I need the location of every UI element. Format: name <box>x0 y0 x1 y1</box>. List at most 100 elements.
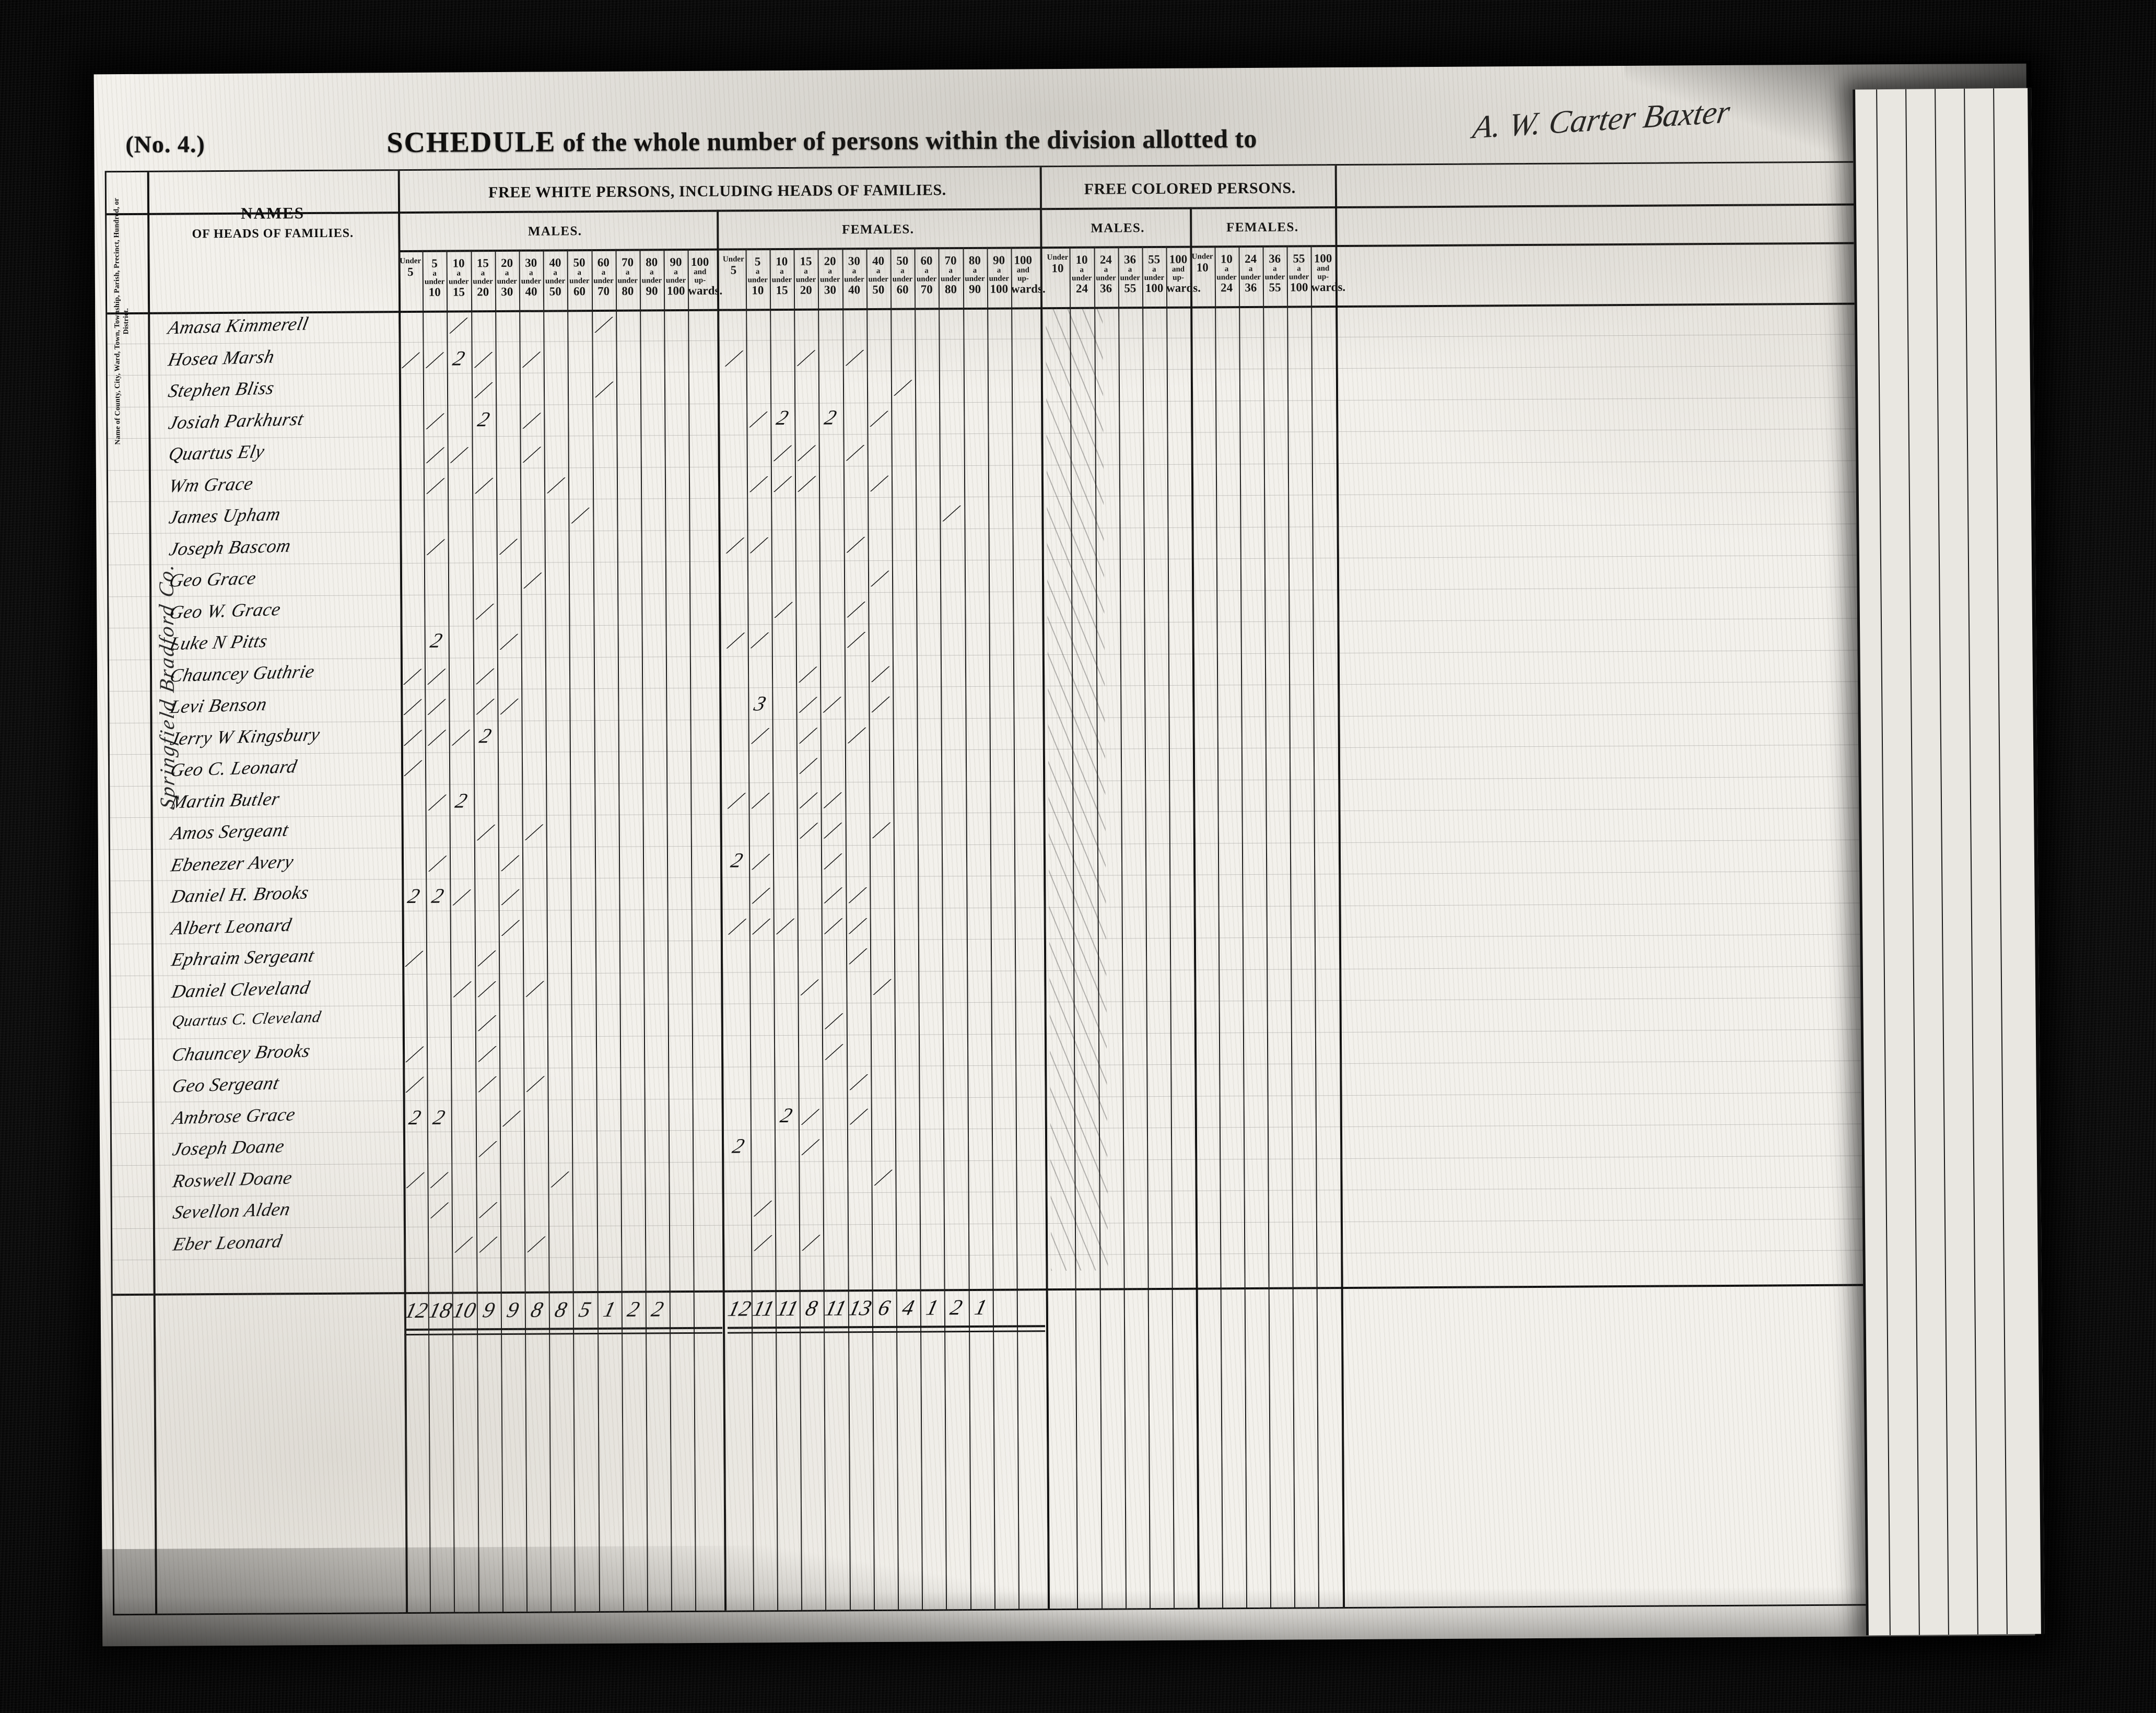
page-title-rest: of the whole number of persons within th… <box>563 123 1258 157</box>
head-of-family-name: Daniel H. Brooks <box>169 882 311 907</box>
age-bracket-to: 30 <box>824 283 837 297</box>
age-bracket-word: a under <box>1120 265 1140 282</box>
age-bracket-word: a under <box>916 266 937 284</box>
age-bracket-word: a under <box>521 268 542 286</box>
age-bracket-from: 5 <box>754 255 761 268</box>
head-of-family-name: Joseph Doane <box>171 1135 287 1160</box>
head-of-family-name: Geo Grace <box>167 567 259 591</box>
tally-white-male: ⁄ <box>480 1135 495 1163</box>
age-bracket-from: 55 <box>1293 252 1305 265</box>
age-bracket-header: 70 a under 80 <box>615 256 640 298</box>
age-bracket-from: 70 <box>944 254 957 267</box>
age-bracket-to: wards. <box>1166 281 1201 295</box>
age-bracket-word: a under <box>1264 264 1285 281</box>
age-bracket-to: 90 <box>646 284 658 298</box>
age-bracket-from: 40 <box>549 256 561 269</box>
age-bracket-word: a under <box>569 268 590 285</box>
tally-white-female: ⁄ <box>873 660 888 687</box>
age-bracket-word: a under <box>1216 265 1237 281</box>
age-bracket-to: 90 <box>969 282 981 296</box>
age-bracket-header: 10 a under 15 <box>770 255 794 297</box>
tally-white-male: ⁄ <box>406 754 421 782</box>
age-bracket-header: Under 5 <box>721 255 745 276</box>
tally-white-male: ⁄ <box>524 441 540 468</box>
head-of-family-name: Ephraim Sergeant <box>170 945 317 970</box>
age-bracket-from: 36 <box>1123 253 1136 266</box>
head-of-family-name: Albert Leonard <box>169 913 294 938</box>
tally-white-male: ⁄ <box>524 346 539 373</box>
head-of-family-name: Joseph Bascom <box>167 534 293 559</box>
tally-white-male: ⁄ <box>407 1040 423 1067</box>
age-bracket-word: a under <box>665 268 686 285</box>
tally-white-male: ⁄ <box>504 1105 519 1132</box>
tally-white-female: 2 <box>822 405 840 429</box>
tally-white-female: ⁄ <box>850 943 865 970</box>
age-bracket-to: wards. <box>1311 280 1346 294</box>
head-of-family-name: Ambrose Grace <box>170 1103 298 1128</box>
age-bracket-header: 40 a under 50 <box>543 256 568 298</box>
age-bracket-from: 15 <box>800 254 812 268</box>
age-bracket-from: 80 <box>646 255 658 269</box>
head-of-family-name: Levi Benson <box>168 693 269 718</box>
age-bracket-from: 24 <box>1099 253 1112 266</box>
head-of-family-name: Daniel Cleveland <box>170 976 312 1002</box>
tally-white-male: ⁄ <box>596 311 611 338</box>
age-bracket-header: 15 a under 20 <box>471 256 495 298</box>
tally-white-female: ⁄ <box>803 1133 818 1160</box>
age-bracket-word: and up- <box>1016 266 1029 283</box>
tally-white-female: ⁄ <box>874 816 889 844</box>
age-bracket-to: 24 <box>1221 281 1233 295</box>
age-bracket-to: 100 <box>666 284 685 298</box>
age-bracket-header: 15 a under 20 <box>794 255 818 297</box>
age-bracket-word: a under <box>868 266 888 284</box>
tally-white-female: ⁄ <box>727 344 742 372</box>
age-bracket-word: a under <box>449 269 469 286</box>
age-bracket-to: 5 <box>730 263 737 277</box>
head-of-family-name: Geo Sergeant <box>170 1072 282 1097</box>
age-bracket-word: and up- <box>694 267 707 285</box>
tally-white-female: ⁄ <box>826 847 841 875</box>
tally-white-male: ⁄ <box>476 377 491 404</box>
age-bracket-from: 5 <box>431 256 438 270</box>
subgroup-header-colored-females: FEMALES. <box>1226 220 1299 235</box>
tally-white-female: ⁄ <box>872 405 887 432</box>
age-bracket-header: 10 a under 24 <box>1070 253 1094 295</box>
age-bracket-header: Under 10 <box>1046 253 1070 275</box>
age-bracket-header: 50 a under 60 <box>567 256 592 298</box>
age-bracket-from: 90 <box>992 253 1005 267</box>
age-bracket-to: 10 <box>752 284 764 297</box>
tally-white-male: ⁄ <box>480 1071 495 1098</box>
age-bracket-to: 10 <box>428 285 441 299</box>
tally-white-female: ⁄ <box>849 626 864 653</box>
tally-white-female: ⁄ <box>944 500 959 527</box>
age-bracket-word: Under <box>1047 253 1069 262</box>
age-bracket-to: 55 <box>1269 280 1281 294</box>
tally-white-male: ⁄ <box>407 1071 423 1098</box>
head-of-family-name: Roswell Doane <box>171 1166 295 1191</box>
age-bracket-from: 15 <box>476 256 489 270</box>
tally-white-female: ⁄ <box>895 374 911 401</box>
tally-white-female: ⁄ <box>827 1038 842 1065</box>
age-bracket-word: a under <box>1288 264 1309 281</box>
age-bracket-word: and up- <box>1171 265 1185 282</box>
tally-white-female: ⁄ <box>873 690 888 718</box>
age-bracket-header: 80 a under 90 <box>963 254 987 296</box>
age-bracket-word: Under <box>400 256 421 266</box>
age-bracket-word: a under <box>771 267 792 284</box>
tally-white-female: ⁄ <box>875 973 890 1000</box>
header-rule-sexes <box>398 241 1948 253</box>
tally-white-female: 2 <box>730 1134 747 1158</box>
age-bracket-from: 36 <box>1269 252 1281 265</box>
tally-white-female: ⁄ <box>872 565 887 592</box>
age-bracket-to: 60 <box>896 283 909 296</box>
age-bracket-header: 24 a under 36 <box>1094 253 1118 295</box>
tally-white-male: ⁄ <box>477 597 492 625</box>
age-bracket-from: 30 <box>848 254 860 268</box>
age-bracket-word: a under <box>747 267 768 284</box>
age-bracket-header: 30 a under 40 <box>842 254 866 296</box>
head-of-family-name: Wm Grace <box>167 473 255 496</box>
head-of-family-name: Martin Butler <box>169 788 282 812</box>
tally-white-male: 2 <box>475 407 493 431</box>
age-bracket-word: a under <box>473 269 493 286</box>
